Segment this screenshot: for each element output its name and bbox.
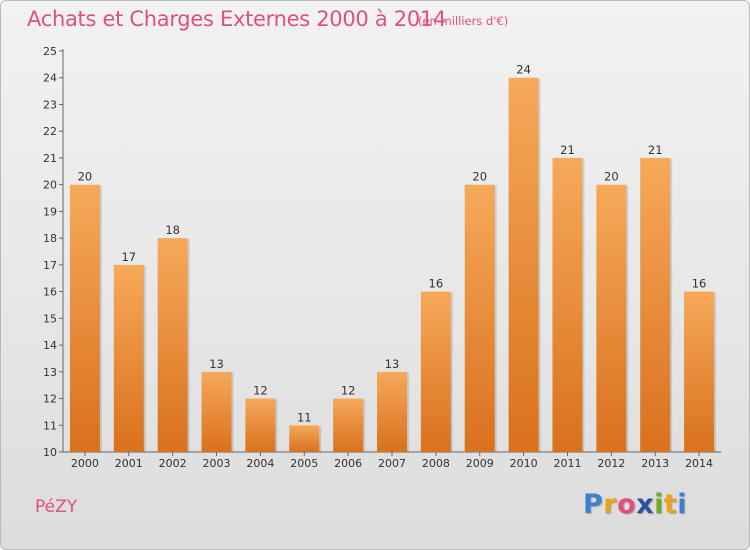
- y-tick-label: 23: [43, 98, 57, 111]
- proxiti-logo[interactable]: Proxiti: [583, 489, 687, 520]
- bar: [157, 238, 188, 452]
- data-label: 20: [604, 170, 619, 184]
- logo-letter: r: [603, 489, 618, 520]
- bar: [684, 291, 715, 452]
- y-tick-label: 11: [43, 419, 57, 432]
- y-tick-label: 19: [43, 205, 57, 218]
- data-label: 13: [385, 357, 400, 371]
- bar: [420, 291, 451, 452]
- logo-letter: o: [617, 489, 637, 520]
- chart-title: Achats et Charges Externes 2000 à 2014: [27, 7, 447, 31]
- data-label: 20: [472, 170, 487, 184]
- y-tick-label: 24: [43, 72, 57, 85]
- bar: [201, 371, 232, 452]
- x-tick-label: 2010: [510, 457, 538, 470]
- chart-subtitle: (en milliers d'€): [418, 14, 509, 28]
- y-tick-label: 14: [43, 339, 57, 352]
- x-tick-label: 2011: [553, 457, 581, 470]
- data-label: 12: [341, 384, 356, 398]
- logo-letter: t: [663, 489, 678, 520]
- bar: [333, 398, 364, 452]
- logo-letter: i: [677, 489, 688, 520]
- bar: [377, 371, 407, 452]
- data-label: 21: [648, 143, 663, 157]
- x-tick-label: 2004: [246, 457, 274, 470]
- x-tick-label: 2013: [641, 457, 669, 470]
- x-tick-label: 2000: [71, 457, 99, 470]
- x-tick-label: 2007: [378, 457, 406, 470]
- y-tick-label: 18: [43, 232, 57, 245]
- logo-letter: P: [583, 489, 604, 520]
- y-tick-label: 22: [43, 125, 57, 138]
- x-tick-label: 2005: [290, 457, 318, 470]
- x-tick-label: 2008: [422, 457, 450, 470]
- x-tick-label: 2006: [334, 457, 362, 470]
- bar: [596, 184, 627, 452]
- y-tick-label: 21: [43, 152, 57, 165]
- x-tick-label: 2014: [685, 457, 713, 470]
- bar: [113, 264, 144, 452]
- data-label: 20: [78, 170, 93, 184]
- bar: [245, 398, 276, 452]
- x-tick-label: 2001: [115, 457, 143, 470]
- y-tick-label: 10: [43, 446, 57, 459]
- y-tick-label: 17: [43, 259, 57, 272]
- y-tick-label: 16: [43, 286, 57, 299]
- y-tick-label: 25: [43, 45, 57, 58]
- data-label: 21: [560, 143, 575, 157]
- logo-letter: x: [636, 489, 655, 520]
- town-name: PéZY: [35, 497, 78, 517]
- x-tick-label: 2012: [597, 457, 625, 470]
- y-tick-label: 12: [43, 393, 57, 406]
- x-tick-label: 2003: [203, 457, 231, 470]
- bar: [508, 77, 539, 452]
- bar: [289, 425, 320, 452]
- data-label: 16: [429, 277, 444, 291]
- y-tick-label: 20: [43, 179, 57, 192]
- data-label: 16: [692, 277, 707, 291]
- bar: [69, 184, 100, 452]
- bar: [552, 157, 583, 452]
- data-label: 11: [297, 410, 312, 424]
- data-label: 18: [165, 223, 180, 237]
- data-label: 24: [516, 63, 531, 77]
- data-label: 13: [209, 357, 224, 371]
- x-tick-label: 2002: [159, 457, 187, 470]
- y-tick-label: 13: [43, 366, 57, 379]
- bar: [464, 184, 495, 452]
- data-label: 17: [121, 250, 136, 264]
- data-label: 12: [253, 384, 268, 398]
- bar: [640, 157, 671, 452]
- logo-letter: i: [654, 489, 664, 520]
- y-tick-label: 15: [43, 312, 57, 325]
- x-tick-label: 2009: [466, 457, 494, 470]
